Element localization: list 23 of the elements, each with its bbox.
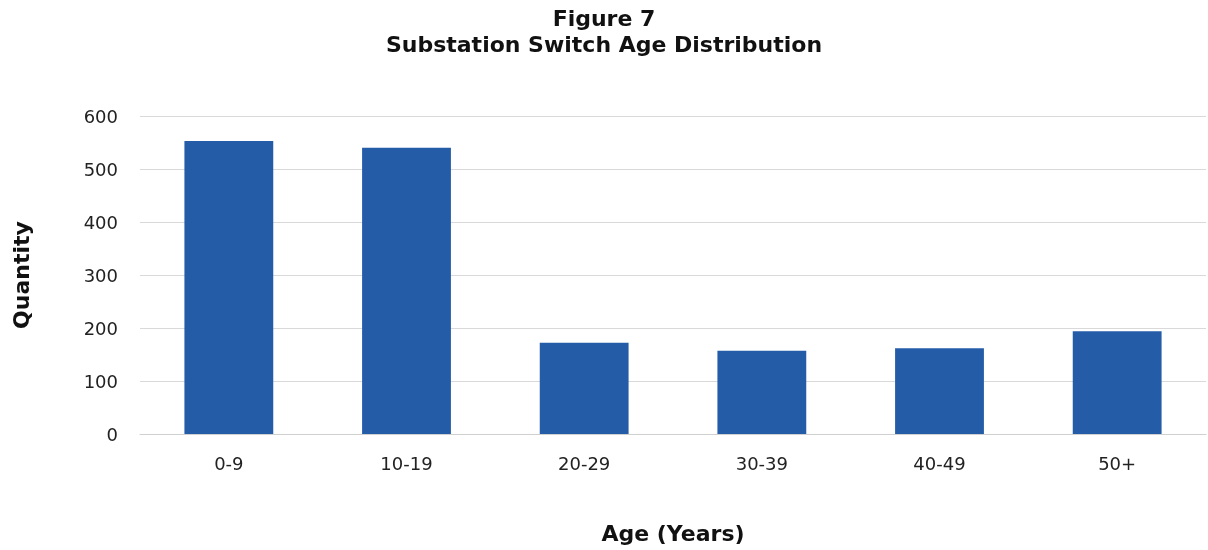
y-tick-label: 100 (83, 370, 118, 392)
y-tick-label: 400 (83, 211, 118, 233)
x-tick-label: 0-9 (214, 452, 244, 474)
x-axis-title: Age (Years) (601, 520, 745, 546)
bar (362, 147, 451, 434)
y-axis-title: Quantity (8, 221, 34, 329)
x-tick-label: 20-29 (558, 452, 611, 474)
y-tick-label: 300 (83, 264, 118, 286)
bar (184, 140, 274, 434)
y-tick-label: 600 (83, 105, 118, 127)
bar (539, 342, 629, 434)
x-tick-label: 30-39 (735, 452, 788, 474)
chart-title: Figure 7 (552, 5, 656, 31)
x-tick-label: 50+ (1098, 452, 1137, 474)
y-tick-label: 200 (83, 317, 118, 339)
y-tick-label: 500 (83, 158, 118, 180)
chart-subtitle: Substation Switch Age Distribution (385, 31, 823, 57)
x-tick-label: 10-19 (380, 452, 433, 474)
bar (717, 350, 807, 434)
x-tick-label: 40-49 (913, 452, 966, 474)
y-tick-label: 0 (106, 423, 118, 445)
bar (895, 348, 984, 434)
bar (1072, 331, 1162, 434)
